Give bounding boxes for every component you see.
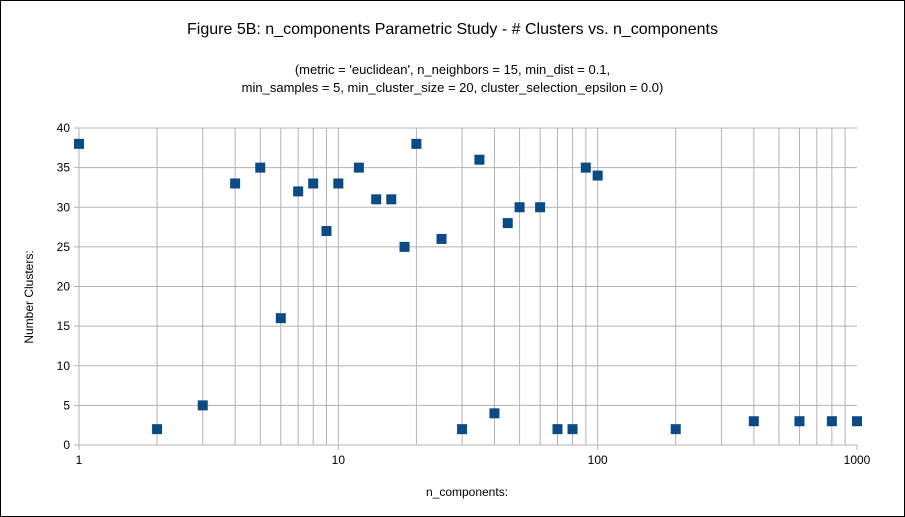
data-point bbox=[580, 162, 591, 173]
data-point bbox=[670, 424, 681, 435]
data-point bbox=[197, 400, 208, 411]
data-point bbox=[457, 424, 468, 435]
data-point bbox=[748, 416, 759, 427]
data-point bbox=[308, 178, 319, 189]
data-point bbox=[852, 416, 862, 427]
data-point bbox=[436, 233, 447, 244]
y-tick-label: 15 bbox=[57, 319, 71, 333]
chart-subtitle-line-2: min_samples = 5, min_cluster_size = 20, … bbox=[241, 80, 664, 95]
y-tick-label: 10 bbox=[57, 359, 71, 373]
data-point bbox=[152, 424, 163, 435]
data-point bbox=[333, 178, 344, 189]
data-point bbox=[592, 170, 603, 181]
data-point bbox=[826, 416, 837, 427]
data-point bbox=[293, 186, 304, 197]
chart-title: Figure 5B: n_components Parametric Study… bbox=[187, 21, 718, 38]
y-tick-label: 40 bbox=[57, 121, 71, 135]
y-tick-label: 5 bbox=[63, 398, 70, 412]
chart-subtitle-line-1: (metric = 'euclidean', n_neighbors = 15,… bbox=[294, 62, 611, 77]
data-point bbox=[794, 416, 805, 427]
data-point bbox=[474, 154, 485, 165]
data-point bbox=[74, 138, 84, 149]
y-tick-label: 20 bbox=[57, 280, 71, 294]
data-point bbox=[411, 138, 422, 149]
data-point bbox=[399, 241, 410, 252]
y-tick-label: 30 bbox=[57, 200, 71, 214]
data-point bbox=[275, 313, 286, 324]
data-point bbox=[535, 202, 546, 213]
y-tick-label: 25 bbox=[57, 240, 71, 254]
data-point bbox=[502, 218, 513, 229]
data-point bbox=[552, 424, 563, 435]
data-point bbox=[371, 194, 382, 205]
x-tick-label: 100 bbox=[588, 453, 608, 467]
data-point bbox=[353, 162, 364, 173]
x-tick-label: 1000 bbox=[844, 453, 871, 467]
data-point bbox=[489, 408, 500, 419]
data-point bbox=[514, 202, 525, 213]
x-axis-label: n_components: bbox=[425, 485, 509, 499]
y-tick-label: 0 bbox=[63, 438, 70, 452]
data-point bbox=[386, 194, 397, 205]
data-point bbox=[567, 424, 578, 435]
data-point bbox=[230, 178, 241, 189]
x-tick-label: 1 bbox=[76, 453, 83, 467]
data-point bbox=[255, 162, 266, 173]
x-tick-label: 10 bbox=[332, 453, 346, 467]
data-point bbox=[321, 226, 332, 237]
y-tick-label: 35 bbox=[57, 161, 71, 175]
